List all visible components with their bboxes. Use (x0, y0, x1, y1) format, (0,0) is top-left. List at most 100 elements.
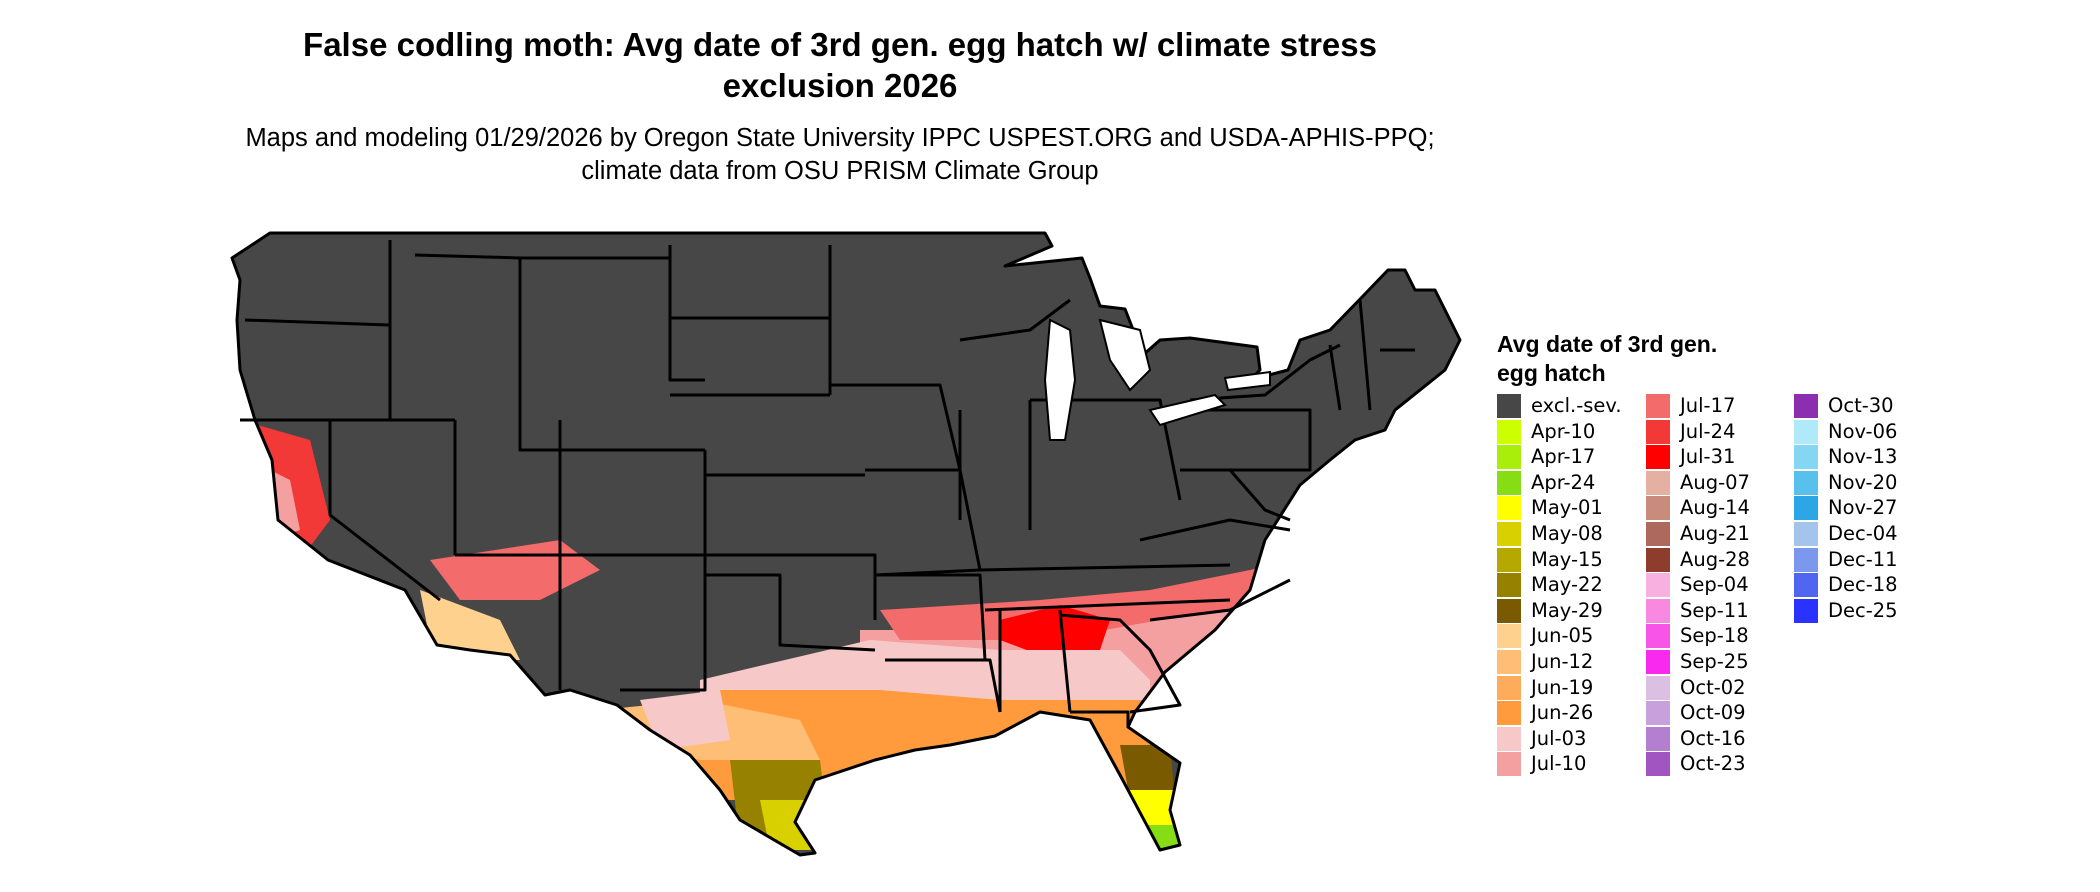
legend-label: Oct-16 (1680, 726, 1746, 750)
legend-swatch (1497, 547, 1521, 572)
legend-item: Apr-24 (1497, 470, 1596, 495)
legend-label: Jun-26 (1531, 701, 1594, 725)
legend-item: Nov-27 (1794, 496, 1897, 521)
border-ia (830, 383, 962, 471)
border-wi-mi (959, 298, 1071, 342)
legend-swatch (1646, 752, 1670, 777)
state-borders (230, 231, 1462, 857)
map-subtitle: Maps and modeling 01/29/2026 by Oregon S… (245, 124, 1435, 185)
legend-label: Jul-17 (1680, 394, 1736, 417)
lake-michigan (1043, 318, 1077, 441)
legend-swatch (1497, 675, 1521, 700)
legend-item: Oct-23 (1646, 752, 1746, 777)
legend-swatch (1497, 419, 1521, 444)
legend-label: excl.-sev. (1531, 394, 1622, 417)
band-may-29 (1120, 745, 1175, 800)
legend-swatch (1497, 726, 1521, 751)
legend-swatch (1497, 701, 1521, 726)
legend-swatch (1646, 470, 1670, 495)
border-ohio (1030, 398, 1182, 501)
legend-swatch (1646, 445, 1670, 470)
legend-item: May-01 (1497, 496, 1603, 521)
legend-label: Jul-10 (1531, 752, 1587, 776)
legend-label: Aug-21 (1680, 522, 1750, 545)
border-la (885, 658, 1002, 713)
legend-item: Oct-30 (1794, 394, 1894, 418)
legend-label: May-22 (1531, 573, 1603, 597)
border-fl (1070, 710, 1130, 727)
legend: excl.-sev. Apr-10 Apr-17 Apr-24 May-01 May-08… (1497, 394, 1917, 794)
legend-swatch (1646, 675, 1670, 700)
legend-item: Sep-04 (1646, 573, 1749, 598)
legend-swatch (1646, 650, 1670, 674)
legend-item: Oct-09 (1646, 701, 1746, 726)
border-nm-tx (620, 555, 707, 692)
legend-item: Jul-24 (1646, 419, 1736, 444)
legend-swatch (1794, 470, 1818, 495)
legend-label: Aug-28 (1680, 547, 1750, 571)
legend-label: Oct-02 (1680, 675, 1746, 699)
legend-swatch (1497, 624, 1521, 649)
border-ms-al (998, 609, 1072, 713)
legend-swatch (1646, 496, 1670, 521)
legend-swatch (1646, 522, 1670, 546)
legend-item: Dec-04 (1794, 522, 1898, 546)
legend-swatch (1646, 624, 1670, 649)
legend-swatch (1646, 547, 1670, 572)
border-ky-va (1139, 518, 1291, 542)
conus-outline (230, 231, 1462, 857)
legend-item: Jun-05 (1497, 624, 1593, 649)
band-jun-05-west (420, 590, 520, 660)
legend-item: Aug-14 (1646, 496, 1750, 521)
legend-label: Apr-17 (1531, 445, 1596, 469)
legend-swatch (1794, 394, 1818, 418)
legend-item: May-22 (1497, 573, 1603, 598)
legend-item: Jun-26 (1497, 701, 1594, 726)
legend-item: May-08 (1497, 522, 1603, 546)
legend-label: Aug-14 (1680, 496, 1750, 520)
legend-label: Oct-23 (1680, 752, 1746, 776)
legend-item: May-15 (1497, 547, 1603, 572)
legend-label: Apr-24 (1531, 470, 1596, 494)
legend-item: Apr-10 (1497, 419, 1595, 444)
legend-swatch (1497, 394, 1521, 418)
legend-swatch (1794, 598, 1818, 623)
lake-huron (1098, 318, 1152, 392)
legend-swatch (1497, 752, 1521, 777)
legend-label: Dec-25 (1828, 598, 1898, 622)
legend-label: Sep-04 (1680, 573, 1749, 597)
legend-label: Jun-19 (1531, 675, 1594, 699)
legend-label: Jul-24 (1680, 419, 1736, 443)
band-jul-03-sw (640, 690, 730, 750)
legend-swatch (1646, 598, 1670, 623)
legend-swatch (1497, 470, 1521, 495)
legend-label: Sep-25 (1680, 650, 1749, 673)
legend-label: Jul-31 (1680, 445, 1736, 469)
border-ok-tx (705, 573, 876, 652)
legend-item: Jun-12 (1497, 650, 1593, 674)
border-ga (1059, 613, 1182, 714)
legend-item: Jun-19 (1497, 675, 1594, 700)
legend-swatch (1794, 419, 1818, 444)
legend-item: Sep-11 (1646, 598, 1749, 623)
border-new-england (1328, 299, 1415, 411)
border-tn-south (984, 598, 1231, 612)
legend-item: Jul-10 (1497, 752, 1587, 777)
legend-label: Dec-04 (1828, 522, 1898, 545)
legend-swatch (1497, 598, 1521, 623)
legend-item: Sep-25 (1646, 650, 1749, 674)
legend-swatch (1497, 445, 1521, 470)
border-ca-nv (328, 420, 441, 602)
legend-label: Sep-11 (1680, 598, 1749, 622)
lake-erie (1148, 393, 1227, 427)
legend-swatch (1646, 394, 1670, 418)
border-nc-sc (1149, 578, 1291, 622)
legend-label: Sep-18 (1680, 624, 1749, 648)
legend-label: May-15 (1531, 547, 1603, 571)
legend-item: Nov-20 (1794, 470, 1897, 495)
border-wy (518, 258, 705, 452)
legend-label: Nov-13 (1828, 445, 1898, 469)
legend-item: Nov-13 (1794, 445, 1898, 470)
legend-title: Avg date of 3rd gen. egg hatch (1497, 331, 1718, 386)
